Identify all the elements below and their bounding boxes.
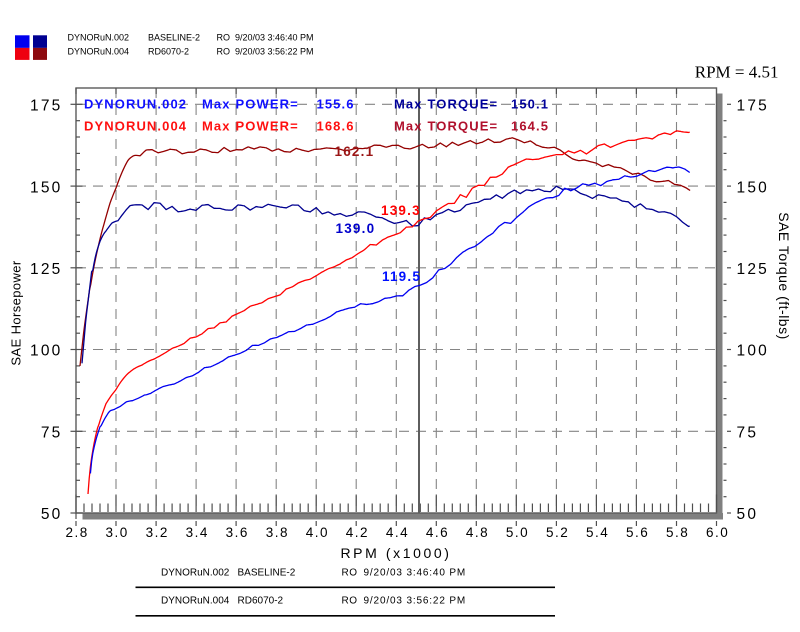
svg-text:SAE Torque (ft-lbs): SAE Torque (ft-lbs) xyxy=(776,212,792,340)
svg-text:50: 50 xyxy=(737,506,759,523)
svg-text:2.8: 2.8 xyxy=(66,525,89,540)
svg-text:4.8: 4.8 xyxy=(466,525,489,540)
svg-text:3.0: 3.0 xyxy=(106,525,129,540)
svg-text:TORQUE=: TORQUE= xyxy=(428,97,499,112)
svg-text:5.6: 5.6 xyxy=(626,525,649,540)
svg-text:9/20/03 3:56:22 PM: 9/20/03 3:56:22 PM xyxy=(364,596,467,607)
svg-text:150: 150 xyxy=(30,179,62,196)
svg-text:RO: RO xyxy=(342,596,358,607)
svg-text:6.0: 6.0 xyxy=(706,525,729,540)
svg-text:4.6: 4.6 xyxy=(426,525,449,540)
svg-text:9/20/03 3:56:22 PM: 9/20/03 3:56:22 PM xyxy=(235,46,314,56)
svg-text:BASELINE-2: BASELINE-2 xyxy=(148,32,200,42)
svg-text:3.6: 3.6 xyxy=(226,525,249,540)
svg-text:3.8: 3.8 xyxy=(266,525,289,540)
svg-text:150.1: 150.1 xyxy=(511,97,549,112)
svg-text:5.4: 5.4 xyxy=(586,525,609,540)
svg-text:100: 100 xyxy=(30,343,62,360)
svg-text:162.1: 162.1 xyxy=(335,144,375,159)
svg-text:139.0: 139.0 xyxy=(336,221,376,236)
svg-text:9/20/03 3:46:40 PM: 9/20/03 3:46:40 PM xyxy=(235,32,314,42)
svg-text:Max: Max xyxy=(394,97,423,112)
svg-text:POWER=: POWER= xyxy=(236,97,299,112)
svg-text:RO: RO xyxy=(342,568,358,579)
svg-text:168.6: 168.6 xyxy=(317,119,355,134)
svg-text:4.4: 4.4 xyxy=(386,525,409,540)
svg-text:155.6: 155.6 xyxy=(317,97,355,112)
svg-text:50: 50 xyxy=(41,506,63,523)
svg-text:5.0: 5.0 xyxy=(506,525,529,540)
svg-text:RO: RO xyxy=(217,32,231,42)
svg-text:RD6070-2: RD6070-2 xyxy=(238,596,284,607)
svg-text:RPM (x1000): RPM (x1000) xyxy=(340,545,451,561)
svg-text:164.5: 164.5 xyxy=(511,119,549,134)
svg-text:4.0: 4.0 xyxy=(306,525,329,540)
svg-text:Max: Max xyxy=(202,119,231,134)
svg-text:DYNORUN.002: DYNORUN.002 xyxy=(84,97,187,112)
svg-text:RO: RO xyxy=(217,46,231,56)
svg-text:175: 175 xyxy=(737,98,769,115)
svg-text:Max: Max xyxy=(394,119,423,134)
svg-text:175: 175 xyxy=(30,98,62,115)
svg-text:TORQUE=: TORQUE= xyxy=(428,119,499,134)
svg-text:150: 150 xyxy=(737,179,769,196)
svg-text:DYNORuN.002: DYNORuN.002 xyxy=(68,32,130,42)
svg-text:POWER=: POWER= xyxy=(236,119,299,134)
svg-text:75: 75 xyxy=(41,425,63,442)
svg-text:SAE Horsepower: SAE Horsepower xyxy=(9,260,24,366)
svg-text:DYNORuN.002: DYNORuN.002 xyxy=(161,568,230,579)
svg-text:75: 75 xyxy=(737,425,759,442)
svg-text:3.2: 3.2 xyxy=(146,525,169,540)
svg-text:139.3: 139.3 xyxy=(381,203,421,218)
svg-text:DYNORuN.004: DYNORuN.004 xyxy=(161,596,230,607)
svg-text:125: 125 xyxy=(30,261,62,278)
svg-text:5.2: 5.2 xyxy=(546,525,569,540)
svg-text:Max: Max xyxy=(202,97,231,112)
svg-text:100: 100 xyxy=(737,343,769,360)
svg-text:125: 125 xyxy=(737,261,769,278)
svg-text:119.5: 119.5 xyxy=(382,269,421,284)
svg-text:5.8: 5.8 xyxy=(666,525,689,540)
svg-text:BASELINE-2: BASELINE-2 xyxy=(238,568,296,579)
svg-text:RD6070-2: RD6070-2 xyxy=(148,46,189,56)
svg-text:DYNORUN.004: DYNORUN.004 xyxy=(84,119,187,134)
svg-text:9/20/03 3:46:40 PM: 9/20/03 3:46:40 PM xyxy=(364,568,467,579)
svg-text:RPM = 4.51: RPM = 4.51 xyxy=(695,63,779,82)
svg-text:DYNORuN.004: DYNORuN.004 xyxy=(68,46,130,56)
svg-text:4.2: 4.2 xyxy=(346,525,369,540)
svg-text:3.4: 3.4 xyxy=(186,525,209,540)
